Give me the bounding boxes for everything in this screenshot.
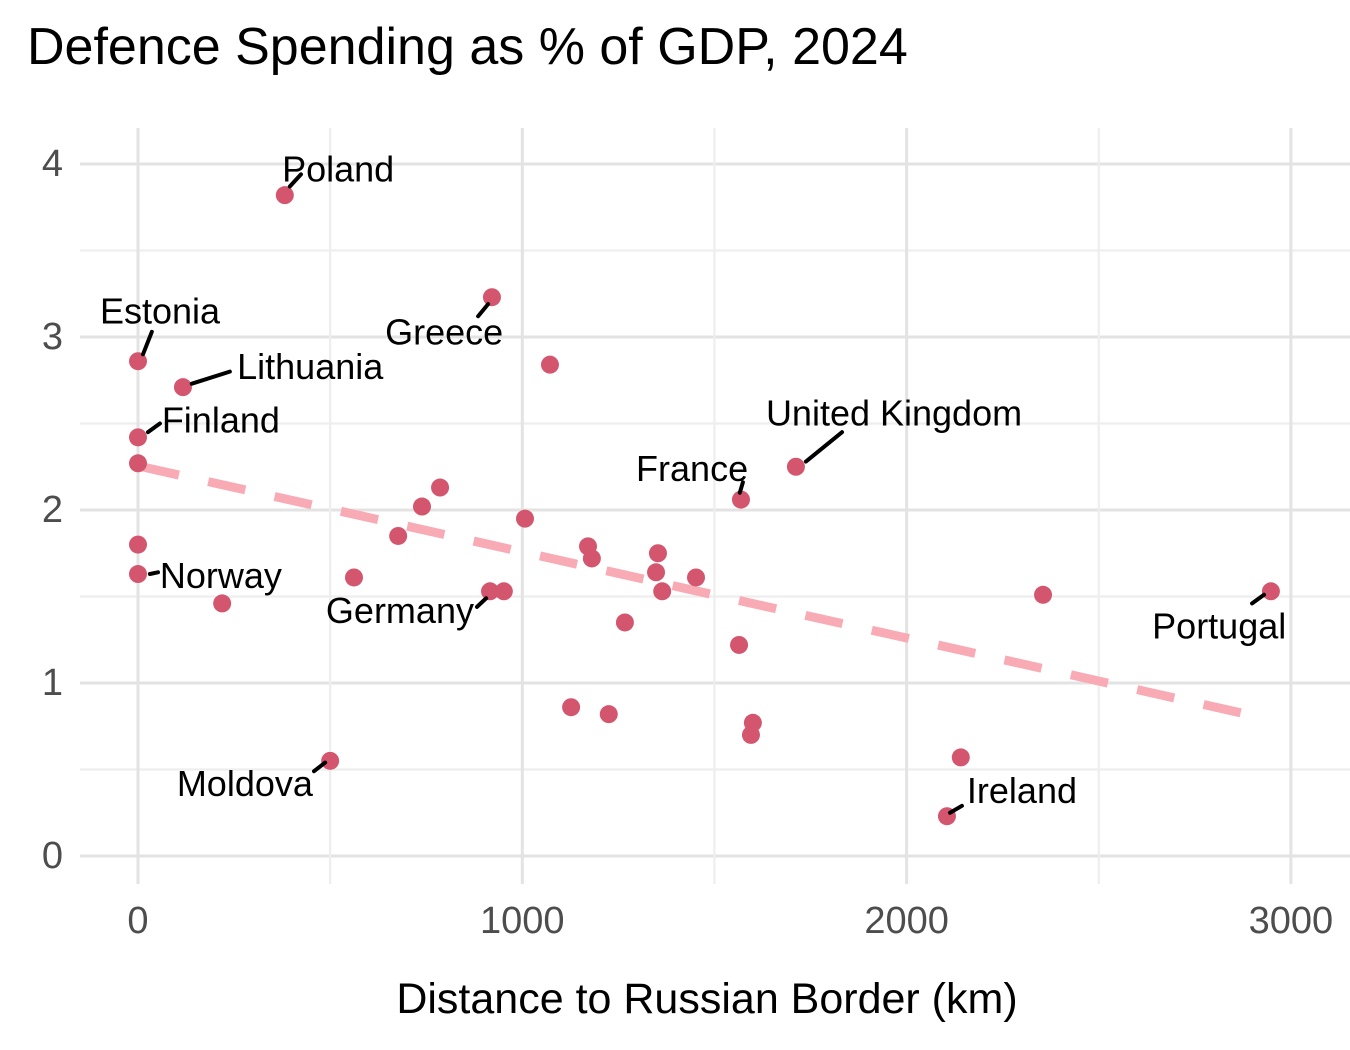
data-point <box>743 713 762 732</box>
country-label-estonia: Estonia <box>100 291 221 332</box>
x-tick-label-3000: 3000 <box>1249 900 1334 942</box>
leader-line-united-kingdom <box>803 430 845 464</box>
leader-line-france <box>737 480 745 495</box>
data-point <box>599 705 618 724</box>
leader-line-portugal <box>1250 592 1266 606</box>
x-tick-label-0: 0 <box>127 900 148 942</box>
data-point <box>1034 585 1053 604</box>
country-label-greece: Greece <box>385 311 503 352</box>
data-point-poland <box>275 186 294 205</box>
leader-line-finland <box>145 421 162 435</box>
country-label-finland: Finland <box>162 400 280 441</box>
data-point-finland <box>129 428 147 447</box>
y-tick-label-0: 0 <box>42 835 63 877</box>
country-label-ireland: Ireland <box>967 770 1077 811</box>
data-point-moldova <box>321 751 340 770</box>
data-point-portugal <box>1261 582 1280 601</box>
country-label-united-kingdom: United Kingdom <box>766 393 1022 434</box>
country-labels: Estonia Finland Norway Lithuania Poland Moldo… <box>100 149 1286 811</box>
data-point <box>389 526 408 545</box>
x-tick-label-1000: 1000 <box>480 900 565 942</box>
data-points <box>129 186 1280 826</box>
x-axis-tick-labels: 0 1000 2000 3000 <box>127 900 1333 942</box>
data-point-norway <box>129 565 147 584</box>
data-point <box>582 549 601 568</box>
data-point <box>951 748 970 767</box>
data-point <box>515 509 534 528</box>
data-point-germany <box>481 582 500 601</box>
y-tick-label-4: 4 <box>42 143 63 185</box>
data-point <box>730 635 749 654</box>
data-point <box>129 454 147 473</box>
data-point-estonia <box>129 352 147 371</box>
gridlines <box>80 128 1350 884</box>
country-label-norway: Norway <box>160 555 282 596</box>
data-point <box>494 582 513 601</box>
leader-line-lithuania <box>189 369 232 386</box>
data-point <box>213 594 232 613</box>
leader-line-germany <box>474 596 489 609</box>
data-point <box>648 544 667 563</box>
leader-line-estonia <box>140 329 154 357</box>
data-point-lithuania <box>173 378 192 397</box>
leader-line-poland <box>287 172 303 189</box>
regression-trend-line <box>140 462 1271 724</box>
leader-line-ireland <box>948 803 964 815</box>
trend-line <box>140 462 1271 724</box>
data-point <box>129 535 147 554</box>
leader-line-moldova <box>312 760 328 774</box>
data-point-france <box>731 490 750 509</box>
country-label-poland: Poland <box>282 149 394 190</box>
data-point <box>431 478 450 497</box>
data-point <box>687 568 706 587</box>
data-point <box>344 568 363 587</box>
data-point <box>615 613 634 632</box>
country-label-portugal: Portugal <box>1152 605 1286 646</box>
y-axis-tick-labels: 0 1 2 3 4 <box>42 143 63 877</box>
leader-line-greece <box>476 302 491 319</box>
data-point <box>647 563 666 582</box>
x-tick-label-2000: 2000 <box>864 900 949 942</box>
data-point <box>562 698 581 717</box>
label-leader-lines <box>140 172 1266 815</box>
leader-line-norway <box>147 570 160 577</box>
country-label-france: France <box>636 448 748 489</box>
x-axis-title: Distance to Russian Border (km) <box>396 975 1017 1023</box>
y-tick-label-2: 2 <box>42 489 63 531</box>
y-tick-label-3: 3 <box>42 316 63 358</box>
chart-title: Defence Spending as % of GDP, 2024 <box>27 18 908 76</box>
country-label-moldova: Moldova <box>177 763 314 804</box>
data-point <box>412 497 431 516</box>
y-tick-label-1: 1 <box>42 662 63 704</box>
data-point-united-kingdom <box>786 457 805 476</box>
country-label-lithuania: Lithuania <box>237 346 384 387</box>
data-point-greece <box>482 288 501 307</box>
data-point <box>653 582 672 601</box>
country-label-germany: Germany <box>326 590 474 631</box>
data-point <box>540 355 559 374</box>
